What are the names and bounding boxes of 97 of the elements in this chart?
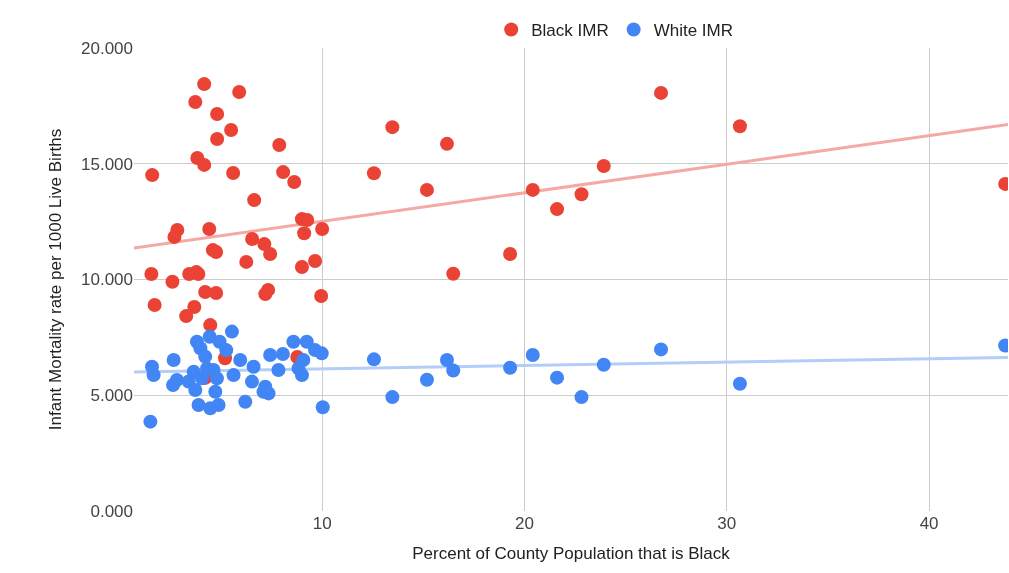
- point: [654, 342, 669, 357]
- point: [439, 353, 454, 368]
- point: [226, 368, 241, 383]
- point: [245, 231, 260, 246]
- point: [286, 334, 301, 349]
- point: [203, 318, 218, 333]
- point: [439, 136, 454, 151]
- point: [210, 106, 225, 121]
- point: [263, 347, 278, 362]
- point: [198, 349, 213, 364]
- point: [574, 390, 589, 405]
- y-tick-label: 10.000: [81, 270, 133, 290]
- point: [550, 202, 565, 217]
- point: [244, 374, 259, 389]
- point: [261, 282, 276, 297]
- y-axis-title: Infant Mortality rate per 1000 Live Births: [45, 128, 65, 431]
- point: [385, 390, 400, 405]
- y-tick-label: 15.000: [81, 154, 133, 174]
- point: [187, 300, 202, 315]
- x-tick-label: 30: [717, 514, 737, 533]
- point: [165, 274, 180, 289]
- point: [144, 266, 159, 281]
- point: [574, 187, 589, 202]
- point: [294, 368, 309, 383]
- point: [366, 166, 381, 181]
- point: [188, 382, 203, 397]
- point: [197, 77, 212, 92]
- point: [446, 363, 461, 378]
- point: [226, 166, 241, 180]
- point: [272, 138, 287, 152]
- y-tick-label: 20.000: [81, 38, 133, 58]
- point: [419, 182, 434, 197]
- point: [525, 182, 540, 197]
- point: [209, 371, 224, 386]
- point: [224, 324, 239, 339]
- point: [166, 353, 181, 368]
- point: [239, 254, 254, 269]
- point: [257, 237, 272, 252]
- point: [145, 168, 160, 183]
- point: [308, 253, 323, 268]
- point: [146, 368, 161, 383]
- point: [503, 360, 518, 375]
- point: [446, 266, 461, 281]
- point: [419, 372, 434, 387]
- point: [287, 175, 302, 190]
- point: [315, 400, 330, 415]
- point: [314, 288, 329, 303]
- x-tick-label: 20: [515, 514, 534, 533]
- point: [147, 297, 162, 312]
- point: [208, 384, 223, 399]
- point: [232, 84, 247, 99]
- point: [366, 352, 381, 367]
- point: [202, 222, 217, 237]
- point: [263, 247, 278, 262]
- point: [550, 370, 565, 385]
- point: [143, 414, 158, 429]
- point: [276, 165, 291, 180]
- x-axis-title: Percent of County Population that is Black: [412, 544, 731, 564]
- point: [219, 343, 234, 358]
- point: [233, 353, 248, 368]
- point: [261, 386, 276, 401]
- x-tick-label: 10: [312, 514, 332, 533]
- point: [169, 372, 184, 387]
- point: [297, 226, 312, 241]
- point: [211, 397, 226, 412]
- point: [179, 309, 194, 324]
- point: [209, 285, 224, 300]
- point: [299, 334, 314, 349]
- point: [385, 120, 400, 135]
- point: [170, 222, 185, 237]
- point: [296, 353, 311, 368]
- point: [732, 376, 747, 391]
- point: [315, 222, 330, 237]
- point: [596, 357, 611, 372]
- point: [596, 159, 611, 174]
- point: [210, 131, 225, 146]
- point: [209, 244, 224, 259]
- point: [525, 347, 540, 362]
- x-tick-label: 40: [919, 514, 939, 533]
- y-tick-label: 5.000: [90, 386, 133, 406]
- point: [503, 247, 518, 262]
- point: [191, 397, 206, 412]
- point: [224, 122, 239, 137]
- point: [654, 85, 669, 100]
- point: [732, 119, 747, 134]
- point: [275, 347, 290, 362]
- point: [247, 193, 262, 208]
- point: [271, 363, 286, 378]
- point: [188, 94, 203, 109]
- legend-label: Black IMR: [531, 21, 609, 41]
- point: [197, 157, 212, 172]
- point: [246, 359, 261, 374]
- y-tick-label: 0.000: [90, 501, 133, 521]
- legend-label: White IMR: [653, 21, 734, 41]
- point: [314, 346, 329, 361]
- point: [238, 394, 253, 409]
- point: [294, 260, 309, 274]
